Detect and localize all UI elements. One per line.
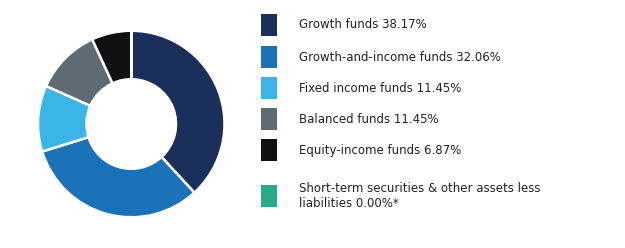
Text: Growth funds 38.17%: Growth funds 38.17% (299, 18, 426, 31)
Wedge shape (131, 31, 224, 193)
FancyBboxPatch shape (261, 14, 277, 36)
Text: Growth-and-income funds 32.06%: Growth-and-income funds 32.06% (299, 51, 501, 63)
Text: Equity-income funds 6.87%: Equity-income funds 6.87% (299, 144, 461, 156)
FancyBboxPatch shape (261, 139, 277, 161)
Wedge shape (92, 31, 131, 83)
Text: Fixed income funds 11.45%: Fixed income funds 11.45% (299, 82, 461, 94)
Text: Short-term securities & other assets less
liabilities 0.00%*: Short-term securities & other assets les… (299, 182, 540, 210)
FancyBboxPatch shape (261, 77, 277, 99)
FancyBboxPatch shape (261, 108, 277, 130)
Wedge shape (46, 39, 112, 106)
Wedge shape (42, 137, 194, 217)
FancyBboxPatch shape (261, 46, 277, 68)
Wedge shape (38, 86, 91, 152)
FancyBboxPatch shape (261, 185, 277, 207)
Text: Balanced funds 11.45%: Balanced funds 11.45% (299, 113, 438, 125)
